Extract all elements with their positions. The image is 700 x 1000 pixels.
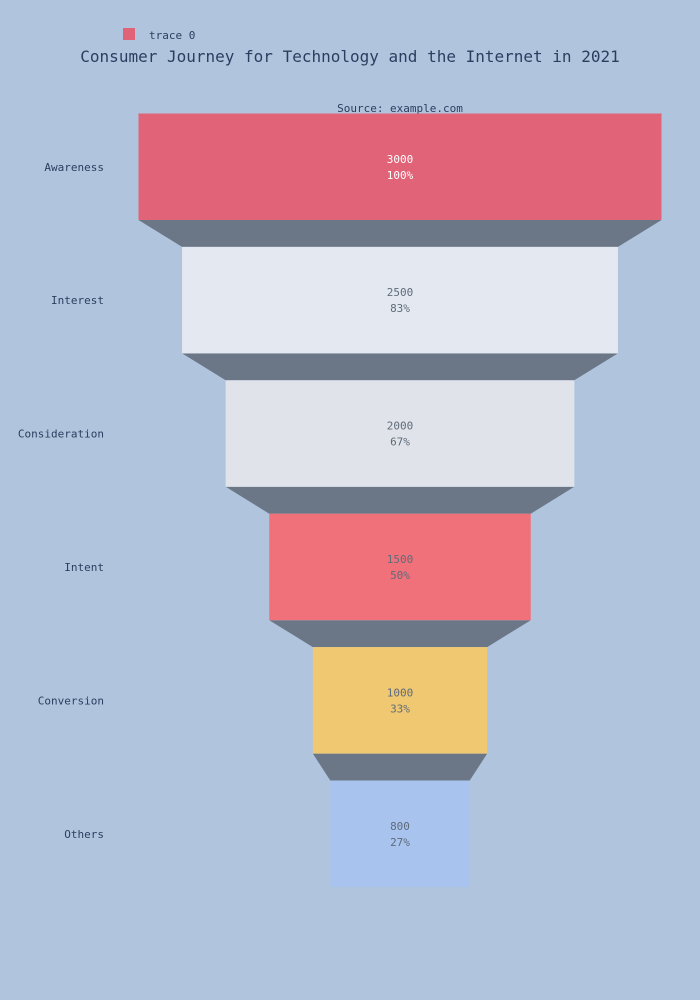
bar-percent-label: 67% (390, 436, 410, 449)
bar-percent-label: 27% (390, 836, 410, 849)
bar-percent-label: 50% (390, 569, 410, 582)
chart-subtitle: Source: example.com (337, 102, 463, 115)
funnel-bar-others[interactable] (330, 780, 470, 888)
bar-value-label: 1000 (387, 686, 414, 699)
category-tick-label: Awareness (44, 161, 104, 174)
bar-percent-label: 83% (390, 302, 410, 315)
funnel-bar-awareness[interactable] (138, 113, 662, 221)
bar-value-label: 2500 (387, 286, 414, 299)
funnel-connector (312, 753, 488, 781)
funnel-connector (138, 220, 662, 247)
category-tick-label: Intent (64, 561, 104, 574)
chart-title: Consumer Journey for Technology and the … (80, 47, 619, 66)
funnel-bar-conversion[interactable] (312, 647, 488, 754)
bar-value-label: 2000 (387, 420, 414, 433)
funnel-bar-interest[interactable] (182, 246, 618, 354)
category-tick-label: Consideration (18, 428, 104, 441)
funnel-plot: 3000 100% Awareness 2500 83% Interest 2000 67% C… (18, 113, 662, 888)
funnel-connector (225, 486, 575, 514)
legend-swatch (123, 28, 135, 40)
funnel-bar-consideration[interactable] (225, 380, 575, 487)
bar-value-label: 800 (390, 820, 410, 833)
funnel-bar-intent[interactable] (269, 513, 531, 621)
bar-value-label: 1500 (387, 553, 414, 566)
legend-label: trace 0 (149, 29, 195, 42)
bar-value-label: 3000 (387, 153, 414, 166)
bar-percent-label: 100% (387, 169, 414, 182)
category-tick-label: Conversion (38, 694, 104, 707)
category-tick-label: Others (64, 828, 104, 841)
legend[interactable]: trace 0 (123, 28, 195, 42)
bar-percent-label: 33% (390, 702, 410, 715)
funnel-connector (182, 353, 618, 381)
funnel-connector (269, 620, 531, 648)
category-tick-label: Interest (51, 294, 104, 307)
